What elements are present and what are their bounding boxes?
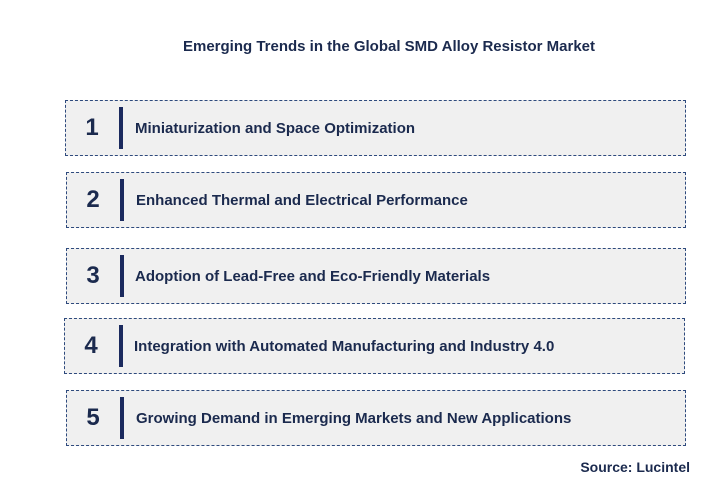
trend-item-2: 2 Enhanced Thermal and Electrical Perfor… bbox=[66, 172, 686, 228]
trend-label: Miniaturization and Space Optimization bbox=[135, 119, 416, 137]
trend-label: Growing Demand in Emerging Markets and N… bbox=[136, 409, 572, 427]
trend-label: Adoption of Lead-Free and Eco-Friendly M… bbox=[135, 267, 491, 285]
trend-number: 5 bbox=[86, 404, 100, 431]
trend-divider-bar bbox=[120, 179, 124, 221]
trend-divider-bar bbox=[119, 107, 123, 149]
trend-number: 2 bbox=[86, 186, 100, 213]
trend-number: 3 bbox=[86, 262, 100, 289]
trend-number: 1 bbox=[85, 114, 99, 141]
diagram-title: Emerging Trends in the Global SMD Alloy … bbox=[182, 38, 596, 55]
trend-label: Integration with Automated Manufacturing… bbox=[134, 337, 555, 355]
trend-item-1: 1 Miniaturization and Space Optimization bbox=[65, 100, 686, 156]
trend-label: Enhanced Thermal and Electrical Performa… bbox=[136, 191, 468, 209]
trend-item-4: 4 Integration with Automated Manufacturi… bbox=[64, 318, 685, 374]
trend-item-5: 5 Growing Demand in Emerging Markets and… bbox=[66, 390, 686, 446]
trend-number: 4 bbox=[84, 332, 98, 359]
source-credit: Source: Lucintel bbox=[580, 459, 690, 475]
trend-divider-bar bbox=[119, 325, 123, 367]
trend-divider-bar bbox=[120, 255, 124, 297]
trend-item-3: 3 Adoption of Lead-Free and Eco-Friendly… bbox=[66, 248, 686, 304]
trend-divider-bar bbox=[120, 397, 124, 439]
